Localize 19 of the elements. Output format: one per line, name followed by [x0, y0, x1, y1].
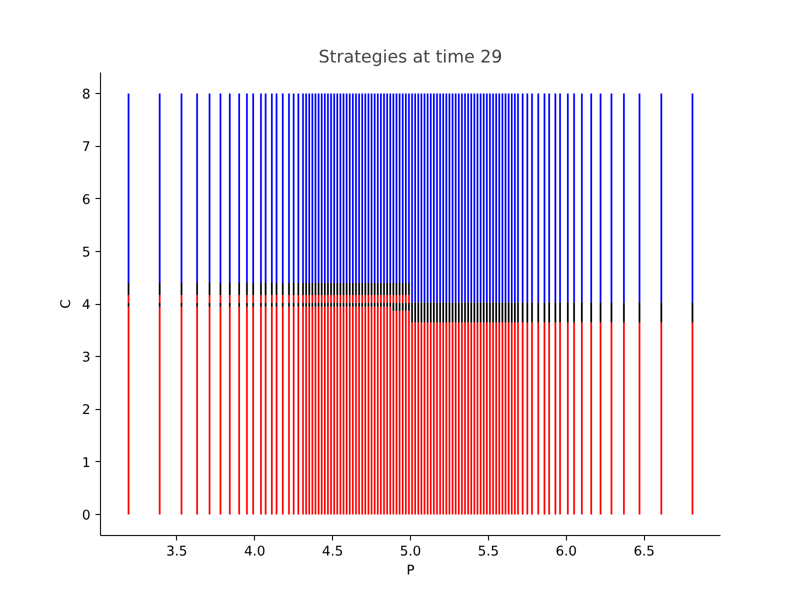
y-tick-label: 2 — [82, 403, 91, 418]
y-tick-label: 4 — [82, 298, 91, 313]
chart-title: Strategies at time 29 — [318, 48, 502, 68]
y-tick-label: 0 — [82, 508, 91, 524]
y-tick-label: 8 — [82, 88, 91, 103]
y-tick-label: 1 — [82, 456, 91, 471]
x-tick-label: 6.0 — [556, 544, 577, 560]
x-tick-label: 4.5 — [322, 544, 344, 560]
x-tick-label: 6.5 — [634, 544, 655, 560]
x-tick-label: 3.5 — [166, 544, 188, 560]
x-tick-label: 5.0 — [400, 544, 422, 560]
y-tick-label: 6 — [82, 192, 91, 208]
x-tick-label: 4.0 — [244, 544, 266, 560]
y-tick-label: 5 — [82, 245, 91, 260]
y-tick-label: 7 — [82, 140, 91, 156]
y-axis-title: C — [59, 299, 74, 309]
x-tick-label: 5.5 — [478, 544, 499, 560]
x-axis-title: P — [406, 564, 415, 578]
y-tick-label: 3 — [82, 350, 91, 366]
